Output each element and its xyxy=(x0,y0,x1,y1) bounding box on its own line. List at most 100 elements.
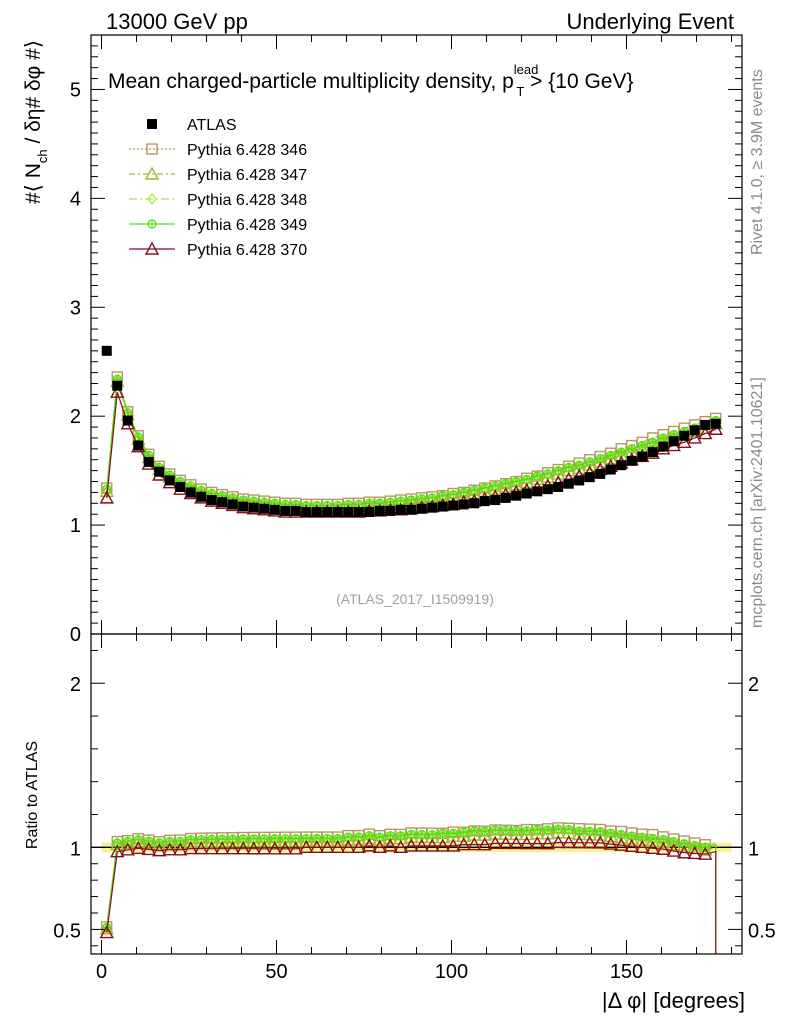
data-point xyxy=(248,502,259,513)
series-layer xyxy=(99,345,723,954)
ratio-point xyxy=(687,846,702,860)
data-point xyxy=(110,384,125,398)
data-point xyxy=(647,447,658,458)
ratio-point xyxy=(131,840,146,854)
data-point xyxy=(259,503,270,514)
ratio-panel-frame xyxy=(90,633,743,955)
ratio-point xyxy=(614,837,629,851)
legend-label: Pythia 6.428 346 xyxy=(187,142,307,159)
data-point xyxy=(353,507,364,518)
data-point xyxy=(626,455,637,466)
ratio-point xyxy=(551,835,566,849)
data-point xyxy=(427,502,438,513)
data-point xyxy=(500,492,511,503)
ratio-point xyxy=(162,842,177,856)
series-370 xyxy=(99,384,723,954)
ratio-series-line xyxy=(106,829,717,954)
header-right: Underlying Event xyxy=(566,9,734,34)
data-point xyxy=(521,488,532,499)
data-point xyxy=(416,503,427,514)
ratio-point xyxy=(183,841,198,855)
ratio-point xyxy=(645,840,660,855)
ratio-point xyxy=(225,841,240,855)
data-point xyxy=(490,495,501,506)
main-ytick-label: 1 xyxy=(70,515,81,537)
data-point xyxy=(448,500,459,511)
data-point xyxy=(227,499,238,510)
data-point xyxy=(710,418,721,429)
ratio-ytick-label-right: 2 xyxy=(748,674,759,696)
x-axis-label: |Δ φ| [degrees] xyxy=(602,988,745,1013)
ratio-point xyxy=(656,841,671,855)
ratio-point xyxy=(498,835,513,850)
data-point xyxy=(658,441,669,452)
ratio-xtick-label: 50 xyxy=(265,961,287,983)
ratio-point xyxy=(101,922,112,935)
ratio-ytick-label: 0.5 xyxy=(53,920,81,942)
ratio-point xyxy=(677,845,692,859)
ratio-point xyxy=(624,838,639,853)
ratio-point xyxy=(299,839,314,854)
ratio-point xyxy=(372,839,387,854)
legend-marker xyxy=(146,143,158,155)
data-point xyxy=(605,464,616,475)
legend-item: ATLAS xyxy=(147,117,237,134)
analysis-label: (ATLAS_2017_I1509919) xyxy=(336,591,494,607)
ratio-point xyxy=(435,838,450,852)
data-point xyxy=(458,499,469,510)
legend-item: Pythia 6.428 347 xyxy=(129,166,307,184)
main-ylabel-sub: ch xyxy=(35,149,50,163)
data-point xyxy=(311,507,322,518)
ratio-point xyxy=(509,835,524,850)
legend-item: Pythia 6.428 346 xyxy=(129,142,307,159)
data-point xyxy=(196,491,207,502)
ratio-point xyxy=(257,841,272,855)
ratio-point xyxy=(383,838,398,852)
header-left: 13000 GeV pp xyxy=(106,9,248,34)
series-line xyxy=(106,376,716,505)
data-point xyxy=(437,501,448,512)
data-point xyxy=(677,434,692,449)
legend-label: Pythia 6.428 347 xyxy=(187,167,307,184)
ratio-point xyxy=(194,841,209,855)
data-point xyxy=(290,505,301,516)
series-line xyxy=(106,379,717,507)
legend-item: Pythia 6.428 370 xyxy=(129,241,307,259)
data-point xyxy=(185,487,196,498)
data-point xyxy=(637,451,648,462)
main-title-tail: > {10 GeV} xyxy=(524,70,633,93)
series-atlas xyxy=(101,345,721,518)
data-point xyxy=(175,481,186,492)
legend-marker xyxy=(144,241,160,255)
data-point xyxy=(395,504,406,515)
legend-label: Pythia 6.428 349 xyxy=(187,217,307,234)
data-point xyxy=(595,468,606,479)
ratio-point xyxy=(152,843,167,857)
ratio-point xyxy=(309,839,324,854)
ratio-point xyxy=(698,846,713,860)
ratio-xtick-label: 100 xyxy=(435,961,468,983)
legend-item: Pythia 6.428 349 xyxy=(129,217,307,234)
mcplots-label: mcplots.cern.ch [arXiv:2401.10621] xyxy=(749,377,766,628)
data-point xyxy=(574,475,585,486)
data-point xyxy=(479,496,490,507)
main-ytick-label: 2 xyxy=(70,406,81,428)
ratio-point xyxy=(236,841,251,855)
data-point xyxy=(217,497,228,508)
ratio-point xyxy=(404,838,419,852)
ratio-point xyxy=(635,839,650,854)
data-point xyxy=(122,415,133,426)
main-ytick-label: 5 xyxy=(70,79,81,101)
ratio-point xyxy=(110,844,125,858)
data-point xyxy=(532,486,543,497)
ratio-point xyxy=(341,839,356,854)
ratio-point xyxy=(467,837,482,851)
data-point xyxy=(280,505,291,516)
ratio-point xyxy=(141,841,156,856)
data-point xyxy=(563,478,574,489)
data-point xyxy=(332,507,343,518)
legend-marker xyxy=(144,166,160,180)
legend-marker xyxy=(147,192,157,206)
ratio-ytick-label-right: 0.5 xyxy=(748,920,776,942)
